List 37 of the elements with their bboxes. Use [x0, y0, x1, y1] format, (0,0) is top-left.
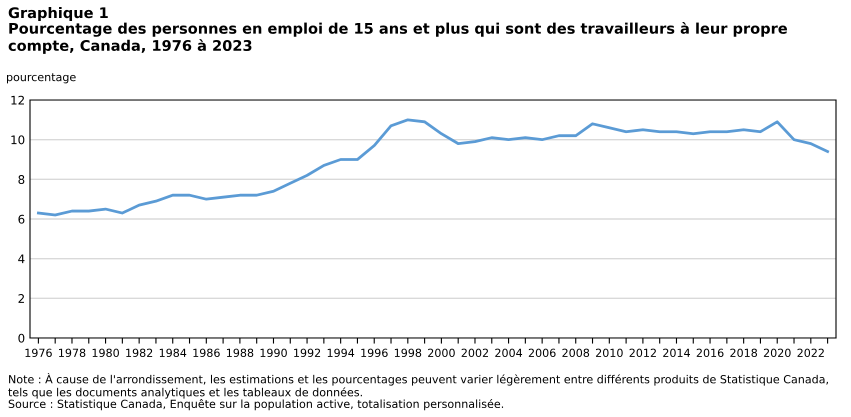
x-tick-label: 2004 [495, 348, 522, 358]
line-series [37, 118, 829, 216]
chart-title: Graphique 1 [8, 6, 108, 22]
x-tick-label: 1996 [361, 348, 388, 358]
y-tick-label: 2 [18, 294, 24, 303]
x-tick-label: 1980 [92, 348, 119, 358]
x-tick-label: 1988 [226, 348, 254, 358]
y-axis-title: pourcentage [7, 73, 76, 84]
y-tick-label: 12 [11, 96, 24, 104]
y-tick-label: 4 [18, 254, 24, 264]
chart-subtitle: Pourcentage des personnes en emploi de 15 ans et plus qui sont des travailleurs à leur propre compte, Canada, 1976 à 2023 [8, 22, 787, 54]
x-tick-label: 2014 [663, 348, 690, 358]
x-tick-label: 1990 [260, 348, 287, 358]
x-tick-label: 2018 [730, 348, 758, 358]
x-tick-label: 2002 [462, 348, 488, 358]
x-tick-label: 1992 [294, 348, 320, 358]
x-tick-label: 2020 [764, 348, 791, 358]
x-tick-label: 2008 [562, 348, 590, 358]
x-tick-label: 2016 [696, 348, 724, 358]
text: Note : À cause de l'arrondissement, les estimations et les pourcentages peuvent varier légèrement entre différents produits de Statistique Canada, tels que les documents analytiques et les tableaux de données. [8, 373, 828, 399]
x-tick-label: 2022 [797, 348, 824, 358]
x-tick-label: 1994 [328, 348, 354, 358]
x-tick-label: 1976 [25, 348, 52, 358]
y-tick-label: 0 [18, 334, 24, 343]
y-tick-label: 6 [18, 214, 24, 224]
y-tick-label: 10 [11, 135, 24, 144]
x-tick-label: 1978 [59, 348, 86, 358]
x-tick-label: 1982 [126, 348, 152, 358]
x-tick-label: 2000 [428, 348, 455, 358]
x-tick-label: 2006 [528, 348, 556, 358]
x-tick-label: 1986 [193, 348, 220, 358]
x-tick-label: 2010 [596, 348, 623, 358]
x-tick-label: 1998 [394, 348, 422, 358]
x-tick-label: 2012 [630, 348, 656, 358]
source-note: Source : Statistique Canada, Enquête sur la population active, totalisation personnalisée. [8, 399, 504, 410]
x-tick-label: 1984 [160, 348, 186, 358]
y-tick-label: 8 [18, 175, 24, 184]
